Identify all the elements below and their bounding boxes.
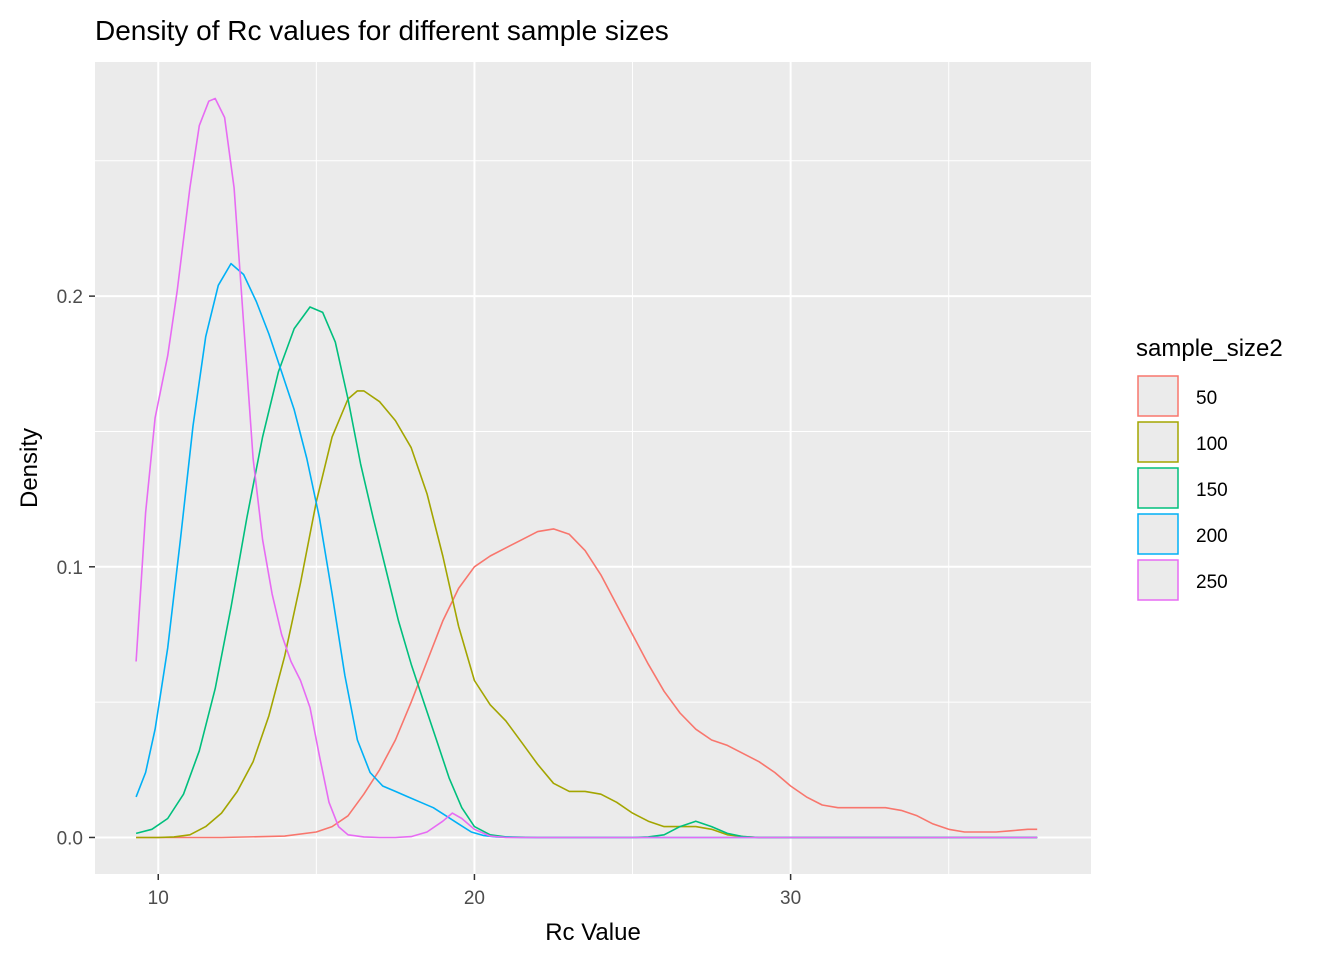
y-tick-label: 0.0 xyxy=(57,828,83,849)
legend-key-50 xyxy=(1137,375,1179,417)
legend-label-50: 50 xyxy=(1196,388,1217,409)
x-tick-label: 20 xyxy=(464,888,485,909)
legend-label-100: 100 xyxy=(1196,434,1228,455)
legend-key-250 xyxy=(1137,559,1179,601)
y-tick-label: 0.2 xyxy=(57,287,83,308)
y-axis-title: Density xyxy=(16,428,43,508)
x-tick-label: 10 xyxy=(148,888,169,909)
legend-label-150: 150 xyxy=(1196,480,1228,501)
legend-key-200 xyxy=(1137,513,1179,555)
density-line-50 xyxy=(136,528,1038,839)
y-axis: 0.0 0.1 0.2 xyxy=(57,287,95,849)
legend: sample_size2 50 100 150 200 250 xyxy=(1136,335,1283,601)
legend-title: sample_size2 xyxy=(1136,335,1283,362)
density-line-200 xyxy=(135,262,1038,839)
legend-key-150 xyxy=(1137,467,1179,509)
density-line-150 xyxy=(135,306,1038,839)
chart-title: Density of Rc values for different sampl… xyxy=(95,15,669,46)
legend-key-100 xyxy=(1137,421,1179,463)
y-tick-label: 0.1 xyxy=(57,558,83,579)
x-axis-title: Rc Value xyxy=(545,919,641,946)
x-tick-label: 30 xyxy=(780,888,801,909)
density-line-250 xyxy=(135,97,1038,839)
density-lines xyxy=(135,97,1038,839)
legend-label-200: 200 xyxy=(1196,526,1228,547)
legend-label-250: 250 xyxy=(1196,572,1228,593)
plot-panel xyxy=(95,62,1091,874)
x-axis: 10 20 30 xyxy=(148,874,801,909)
